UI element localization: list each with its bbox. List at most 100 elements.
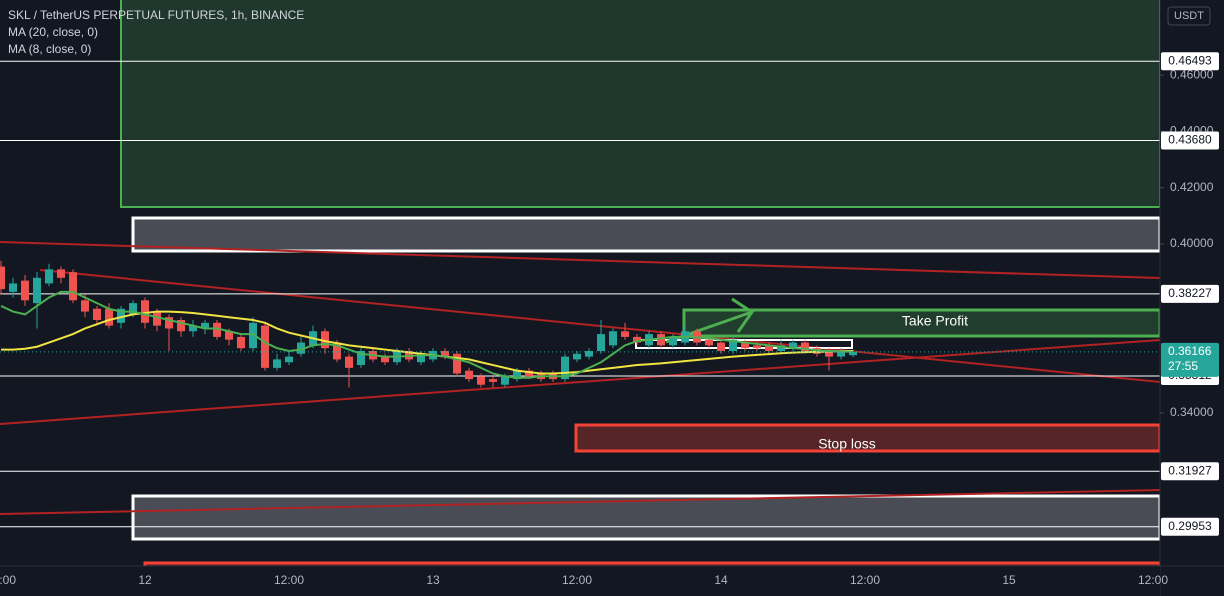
- x-tick-label: 14: [714, 573, 728, 587]
- candle-body: [237, 336, 245, 349]
- candle-body: [189, 325, 197, 332]
- candle-body: [345, 356, 353, 368]
- last-price-label: 0.36166: [1168, 344, 1212, 358]
- candle-body: [741, 342, 749, 349]
- x-tick-label: 12: [138, 573, 152, 587]
- trend-line: [39, 269, 1161, 383]
- candle-body: [93, 308, 101, 321]
- trend-line: [0, 241, 1161, 279]
- annotation: Stop loss: [818, 436, 876, 452]
- candle-body: [249, 322, 257, 349]
- candle-body: [225, 331, 233, 340]
- candle-body: [501, 376, 509, 385]
- candle-body: [165, 317, 173, 329]
- y-tick-label: 0.34000: [1170, 405, 1214, 419]
- candle-body: [837, 350, 845, 357]
- take-profit-box: [682, 308, 1162, 338]
- candle-body: [141, 300, 149, 323]
- trend-line: [0, 339, 1161, 425]
- currency: USDT: [1174, 10, 1204, 22]
- candle-body: [621, 331, 629, 337]
- candle-body: [381, 356, 389, 363]
- x-tick-label: 12:00: [1138, 573, 1168, 587]
- arrow-head: [731, 297, 755, 333]
- level-label-box: [1161, 52, 1219, 71]
- level-label: 0.29953: [1168, 519, 1212, 533]
- candle-body: [57, 269, 65, 278]
- candle-body: [321, 331, 329, 349]
- candle-body: [333, 342, 341, 360]
- level-label: 0.46493: [1168, 53, 1212, 67]
- x-tick-label: 13: [426, 573, 440, 587]
- candle-body: [0, 266, 5, 290]
- candle-body: [789, 342, 797, 349]
- last-price-box: [1161, 342, 1219, 377]
- candle-body: [669, 336, 677, 346]
- candle-body: [33, 277, 41, 304]
- candle-body: [849, 351, 857, 356]
- candle-body: [177, 320, 185, 332]
- ma-line: [0, 290, 854, 379]
- candle-body: [633, 336, 641, 343]
- candle-body: [477, 376, 485, 385]
- candle-body: [69, 272, 77, 301]
- candle-body: [453, 353, 461, 374]
- zone-box: [131, 494, 1162, 541]
- candle-body: [609, 331, 617, 346]
- candle-body: [21, 280, 29, 301]
- x-tick-label: 12:00: [562, 573, 592, 587]
- candle-body: [825, 350, 833, 357]
- candle-body: [297, 342, 305, 354]
- candle-body: [81, 300, 89, 312]
- candle-body: [717, 342, 725, 351]
- candle-body: [213, 322, 221, 337]
- level-label-box: [1161, 131, 1219, 150]
- candle-body: [561, 356, 569, 380]
- candle-body: [777, 345, 785, 351]
- level-label-box: [1161, 284, 1219, 303]
- candle-body: [105, 308, 113, 326]
- level-label: 0.38227: [1168, 286, 1212, 300]
- candle-body: [441, 350, 449, 357]
- x-tick-label: 15: [1002, 573, 1016, 587]
- candle-body: [765, 345, 773, 351]
- axes: 0.340000.400000.420000.440000.4600000:00…: [0, 52, 1219, 587]
- candle-body: [129, 303, 137, 315]
- countdown: 27:55: [1168, 359, 1198, 373]
- candle-body: [729, 339, 737, 351]
- candle-body: [525, 370, 533, 377]
- level-label: 0.43680: [1168, 133, 1212, 147]
- level-label-box: [1161, 462, 1219, 481]
- y-tick-label: 0.42000: [1170, 180, 1214, 194]
- plot: [0, 60, 1160, 528]
- candle-body: [801, 342, 809, 351]
- candle-body: [417, 353, 425, 363]
- candle-body: [705, 339, 713, 346]
- candle-body: [201, 322, 209, 329]
- candle-body: [657, 334, 665, 346]
- y-tick-label: 0.40000: [1170, 236, 1214, 250]
- legend-entry: MA (8, close, 0): [8, 42, 91, 56]
- trend-line: [0, 489, 1161, 515]
- x-tick-label: 12:00: [274, 573, 304, 587]
- candle-body: [465, 370, 473, 380]
- chart-title: SKL / TetherUS PERPETUAL FUTURES, 1h, BI…: [8, 8, 304, 22]
- x-tick-label: 12:00: [850, 573, 880, 587]
- candle-body: [753, 345, 761, 349]
- candle-body: [513, 370, 521, 380]
- annotation: Take Profit: [902, 313, 968, 329]
- target-zone: [120, 0, 1161, 208]
- time-axis: [0, 566, 1160, 596]
- candle-body: [285, 356, 293, 363]
- candle-body: [117, 308, 125, 323]
- candle-body: [9, 283, 17, 292]
- zone-box: [131, 216, 1162, 253]
- legend-entry: MA (20, close, 0): [8, 25, 98, 39]
- candle-body: [261, 325, 269, 368]
- candle-body: [585, 350, 593, 357]
- y-tick-label: 0.46000: [1170, 67, 1214, 81]
- currency-box: [1167, 6, 1211, 26]
- x-tick-label: 00:00: [0, 573, 16, 587]
